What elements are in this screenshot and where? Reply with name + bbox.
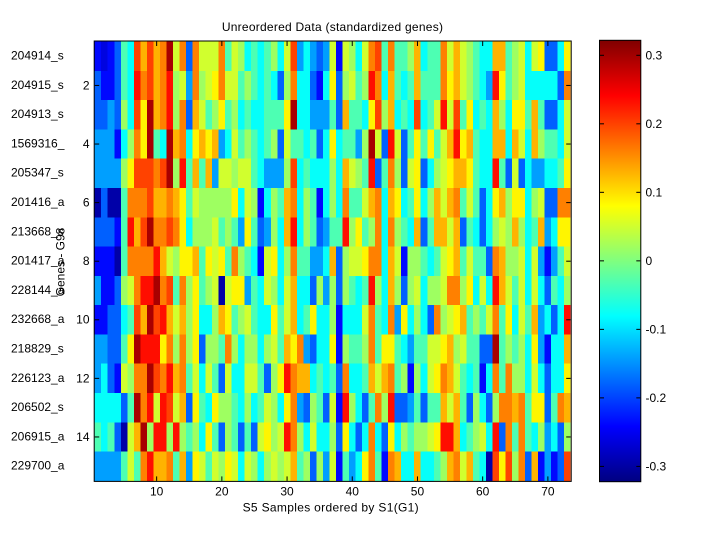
svg-text:0.3: 0.3	[646, 49, 663, 63]
svg-text:206915_a: 206915_a	[11, 429, 65, 443]
svg-text:204914_s: 204914_s	[11, 49, 64, 63]
svg-text:70: 70	[541, 485, 555, 499]
svg-text:232668_a: 232668_a	[11, 312, 65, 326]
svg-text:-0.1: -0.1	[646, 323, 667, 337]
svg-text:201416_a: 201416_a	[11, 195, 65, 209]
svg-text:-0.3: -0.3	[646, 460, 667, 474]
svg-text:206502_s: 206502_s	[11, 400, 64, 414]
svg-text:213668_s: 213668_s	[11, 224, 64, 238]
svg-text:4: 4	[83, 137, 90, 151]
svg-text:Genes - G98: Genes - G98	[54, 227, 68, 296]
svg-text:201417_a: 201417_a	[11, 254, 65, 268]
svg-text:1569316_: 1569316_	[11, 136, 65, 150]
svg-text:-0.2: -0.2	[646, 391, 667, 405]
svg-text:30: 30	[280, 485, 294, 499]
svg-text:50: 50	[411, 485, 425, 499]
svg-text:0: 0	[646, 254, 653, 268]
svg-text:10: 10	[150, 485, 164, 499]
svg-text:205347_s: 205347_s	[11, 166, 64, 180]
svg-text:6: 6	[83, 196, 90, 210]
svg-text:8: 8	[83, 254, 90, 268]
svg-text:14: 14	[76, 430, 90, 444]
svg-text:229700_a: 229700_a	[11, 459, 65, 473]
svg-text:10: 10	[76, 313, 90, 327]
svg-text:20: 20	[215, 485, 229, 499]
svg-text:0.1: 0.1	[646, 186, 663, 200]
svg-text:218829_s: 218829_s	[11, 341, 64, 355]
svg-text:40: 40	[346, 485, 360, 499]
svg-text:0.2: 0.2	[646, 117, 663, 131]
svg-text:204915_s: 204915_s	[11, 78, 64, 92]
svg-text:204913_s: 204913_s	[11, 107, 64, 121]
svg-text:12: 12	[76, 371, 90, 385]
svg-text:226123_a: 226123_a	[11, 371, 65, 385]
svg-text:Unreordered Data (standardized: Unreordered Data (standardized genes)	[222, 20, 443, 34]
svg-text:2: 2	[83, 78, 90, 92]
svg-text:S5 Samples ordered by S1(G1): S5 Samples ordered by S1(G1)	[243, 501, 419, 515]
svg-text:60: 60	[476, 485, 490, 499]
svg-text:228144_a: 228144_a	[11, 283, 65, 297]
